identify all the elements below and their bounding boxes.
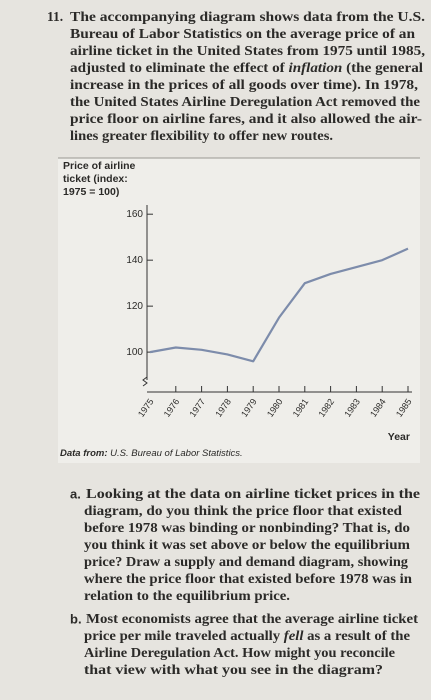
- text-line: adjusted to eliminate the effect of infl…: [70, 60, 423, 75]
- text-line: The accompanying diagram shows data from…: [70, 9, 425, 24]
- text-segment: where the price floor that existed befor…: [84, 571, 413, 586]
- text-segment: Bureau of Labor Statistics on the averag…: [70, 26, 416, 41]
- text-line: before 1978 was binding or nonbinding? T…: [84, 520, 410, 535]
- text-line: Bureau of Labor Statistics on the averag…: [70, 26, 416, 41]
- text-segment: price floor on airline fares, and it als…: [70, 111, 422, 126]
- text-line: Most economists agree that the average a…: [86, 611, 419, 626]
- text-segment: The accompanying diagram shows data from…: [70, 9, 425, 24]
- y-tick-label: 120: [126, 301, 143, 312]
- text-segment: Airline Deregulation Act. How might you …: [84, 645, 395, 660]
- y-axis-label: 1975 = 100): [63, 186, 119, 198]
- text-line: lines greater flexibility to offer new r…: [70, 128, 333, 143]
- text-segment: before 1978 was binding or nonbinding? T…: [84, 520, 410, 535]
- part-label: b.: [70, 611, 82, 626]
- x-axis-label: Year: [388, 431, 410, 443]
- text-line: Looking at the data on airline ticket pr…: [86, 486, 420, 501]
- text-segment: as a result of the: [303, 628, 410, 643]
- y-axis-label: Price of airline: [63, 160, 136, 172]
- text-line: the United States Airline Deregulation A…: [70, 94, 420, 109]
- text-line: increase in the prices of all goods over…: [70, 77, 418, 92]
- text-line: relation to the equilibrium price.: [84, 588, 290, 603]
- text-line: price floor on airline fares, and it als…: [70, 111, 422, 126]
- text-line: Airline Deregulation Act. How might you …: [84, 645, 395, 660]
- y-axis-label: ticket (index:: [63, 173, 128, 185]
- text-segment: airline ticket in the United States from…: [70, 43, 425, 58]
- text-line: airline ticket in the United States from…: [70, 43, 425, 58]
- text-segment: diagram, do you think the price floor th…: [84, 503, 403, 518]
- price-line: [149, 247, 409, 363]
- text-segment: lines greater flexibility to offer new r…: [70, 128, 333, 143]
- text-segment: price per mile traveled actually: [84, 628, 284, 643]
- text-line: diagram, do you think the price floor th…: [84, 503, 403, 518]
- y-tick-label: 140: [126, 255, 143, 266]
- text-line: where the price floor that existed befor…: [84, 571, 413, 586]
- text-segment: adjusted to eliminate the effect of: [70, 60, 289, 75]
- chart-panel: [58, 158, 420, 463]
- text-segment: inflation: [289, 60, 343, 75]
- text-segment: price? Draw a supply and demand diagram,…: [84, 554, 408, 569]
- text-segment: that view with what you see in the diagr…: [84, 662, 383, 677]
- text-segment: fell: [284, 628, 304, 643]
- text-segment: Most economists agree that the average a…: [86, 611, 419, 626]
- text-segment: (the general: [342, 60, 423, 75]
- text-line: price per mile traveled actually fell as…: [84, 628, 410, 643]
- text-segment: the United States Airline Deregulation A…: [70, 94, 420, 109]
- text-line: price? Draw a supply and demand diagram,…: [84, 554, 408, 569]
- source-note: Data from: U.S. Bureau of Labor Statisti…: [60, 448, 243, 459]
- text-line: you think it was set above or below the …: [84, 537, 411, 552]
- text-segment: relation to the equilibrium price.: [84, 588, 290, 603]
- source-text: U.S. Bureau of Labor Statistics.: [108, 448, 243, 459]
- text-segment: Looking at the data on airline ticket pr…: [86, 486, 420, 501]
- text-segment: increase in the prices of all goods over…: [70, 77, 418, 92]
- y-tick-label: 160: [126, 209, 143, 220]
- y-tick-label: 100: [126, 347, 143, 358]
- text-line: that view with what you see in the diagr…: [84, 662, 383, 677]
- source-label: Data from:: [60, 448, 108, 459]
- question-number: 11.: [47, 9, 63, 24]
- text-segment: you think it was set above or below the …: [84, 537, 411, 552]
- axis-break: [142, 376, 148, 387]
- part-label: a.: [70, 486, 81, 501]
